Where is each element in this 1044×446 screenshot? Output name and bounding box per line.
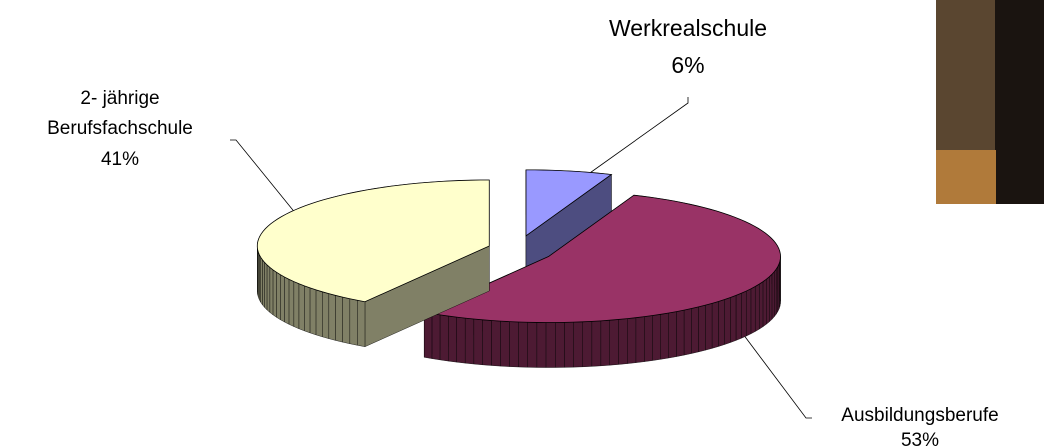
slice-side [299,284,304,331]
slice-side [741,291,746,338]
slice-side [528,322,537,367]
slice-side [329,294,336,341]
slice-side [653,314,661,360]
slice-side [273,270,277,317]
slice-side [755,284,759,331]
leader-line [580,97,688,180]
slice-side [705,303,712,350]
slice-side [763,279,766,326]
slice-side [691,307,698,354]
slice-side [457,317,466,363]
slice-side [759,282,763,329]
slice-side [684,309,691,356]
slice-side [751,287,755,334]
slice-side [310,288,316,335]
slice-side [294,282,299,329]
slice-side [619,319,628,365]
slice-side [277,272,281,319]
slice-side [509,322,518,367]
slice-side [712,301,718,348]
leader-line [740,330,812,418]
slice-side [491,321,500,367]
slice-side [343,297,350,344]
slice-side [483,320,492,366]
slice-side [357,300,365,346]
slice-side [537,322,546,367]
slice-label: 2- jährige Berufsfachschule 41% [20,84,220,175]
slice-side [304,286,310,333]
category-label: 2- jährige Berufsfachschule [20,84,220,145]
slice-side [736,293,741,340]
value-label: 41% [20,145,220,175]
slice-side [766,277,769,324]
slice-side [546,323,555,368]
slice-side [336,295,343,342]
slice-side [636,317,644,363]
slice-side [601,320,610,366]
slice-side [774,269,776,317]
slice-side [261,257,263,305]
slice-side [583,321,592,366]
slice-side [610,319,619,365]
category-label: Ausbildungsberufe [810,404,1030,429]
slice-side [500,321,509,366]
slice-side [746,289,751,336]
slice-side [772,272,774,320]
slice-side [644,316,652,362]
slice-side [280,275,284,322]
page: Werkrealschule 6% 2- jährige Berufsfachs… [0,0,1044,446]
slice-side [448,316,456,362]
slice-side [776,267,778,315]
slice-side [725,297,731,344]
slice-side [289,279,294,326]
slice-side [555,322,564,367]
slice-side [574,322,583,367]
value-label: 6% [578,47,798,84]
photo-object [995,0,1044,204]
slice-side [676,310,684,356]
slice-side [519,322,528,367]
slice-side [270,267,273,314]
photo-floor [936,150,996,204]
slice-side [322,292,329,339]
slice-side [259,255,260,303]
slice-side [267,265,270,312]
slice-side [718,300,724,347]
value-label: 53% [810,429,1030,446]
slice-side [564,322,573,367]
category-label: Werkrealschule [578,10,798,47]
slice-label: Werkrealschule 6% [578,10,798,84]
slice-side [769,274,772,322]
slice-side [474,319,483,365]
slice-side [350,299,357,346]
slice-side [262,260,264,308]
slice-side [661,313,669,359]
slice-side [432,314,440,360]
slice-side [730,295,736,342]
slice-side [627,318,636,364]
slice-side [316,290,322,337]
slice-side [285,277,289,324]
slice-side [592,321,601,367]
slice-label: Ausbildungsberufe 53% [810,404,1030,446]
slice-side [265,262,267,310]
slice-side [669,312,677,358]
slice-side [440,315,448,361]
slice-side [699,305,706,352]
chart [0,0,1044,446]
slice-side [465,318,474,364]
